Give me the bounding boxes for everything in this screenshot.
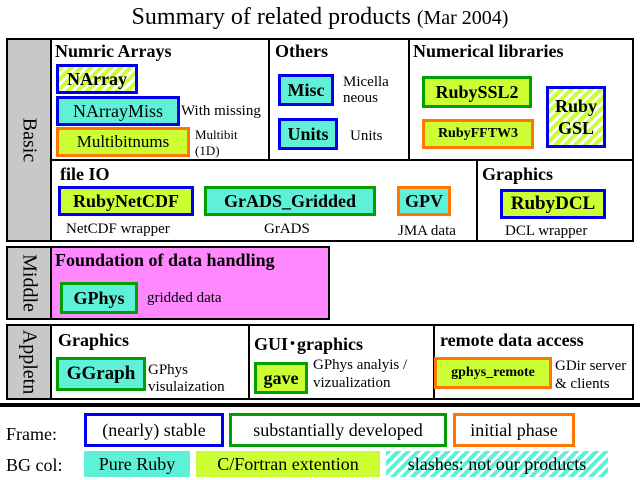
ggraph-desc-2: visulaization [148, 379, 225, 395]
rubynetcdf-box: RubyNetCDF [58, 186, 194, 216]
multibitnums-box: Multibitnums [56, 127, 190, 157]
tier-appl-text: Appletn [18, 329, 41, 395]
legend-bg-pure-ruby: Pure Ruby [84, 451, 190, 477]
divider [408, 38, 410, 160]
units-desc: Units [350, 128, 383, 144]
rubygsl-line-2: GSL [557, 118, 595, 138]
rubygsl-box: Ruby GSL [546, 86, 606, 148]
rubydcl-box: RubyDCL [500, 189, 606, 219]
gave-desc-1: GPhys analyis / [313, 357, 408, 373]
tier-label-appl: Appletn [6, 324, 52, 400]
divider [50, 159, 634, 161]
file-io-header: file IO [60, 164, 110, 184]
tier-label-basic: Basic [6, 38, 52, 242]
legend-frame-developed: substantially developed [229, 413, 447, 447]
gave-desc-2: vizualization [313, 375, 391, 391]
dcl-desc: DCL wrapper [505, 223, 588, 239]
gave-box: gave [254, 362, 308, 394]
legend-separator [0, 403, 640, 407]
narray-box: NArray [56, 64, 138, 94]
grads-desc: GrADS [264, 221, 310, 237]
title-date: (Mar 2004) [416, 7, 509, 29]
gphys-box: GPhys [60, 282, 138, 314]
misc-desc-2: neous [343, 90, 378, 106]
title-main: Summary of related products [131, 4, 411, 30]
divider [476, 159, 478, 242]
gphys-desc: gridded data [147, 290, 222, 306]
rubyfftw3-box: RubyFFTW3 [422, 119, 534, 149]
narraymiss-desc: With missing [181, 103, 261, 119]
legend-bg-label: BG col: [6, 455, 63, 475]
multibit-desc-2: (1D) [195, 143, 220, 158]
foundation-header: Foundation of data handling [55, 250, 275, 270]
legend-frame-initial: initial phase [453, 413, 575, 447]
remote-desc-2: & clients [555, 376, 610, 392]
legend-bg-slashes: slashes: not our products [386, 451, 608, 477]
remote-access-header: remote data access [440, 330, 584, 350]
ggraph-box: GGraph [56, 357, 146, 391]
rubygsl-line-1: Ruby [554, 96, 598, 116]
numric-arrays-header: Numric Arrays [55, 41, 172, 61]
legend-bg-c-fortran: C/Fortran extention [196, 451, 380, 477]
units-box: Units [278, 118, 338, 150]
others-header: Others [275, 41, 328, 61]
gui-graphics-header: GUI･graphics [254, 334, 364, 354]
gphys-remote-box: gphys_remote [434, 357, 552, 389]
legend-frame-stable: (nearly) stable [84, 413, 224, 447]
grads-gridded-box: GrADS_Gridded [204, 186, 376, 216]
gpv-desc: JMA data [398, 223, 456, 239]
narraymiss-box: NArrayMiss [56, 96, 180, 126]
multibit-desc-1: Multibit [195, 127, 238, 142]
divider [248, 324, 250, 400]
tier-basic-text: Basic [18, 117, 41, 163]
misc-box: Misc [278, 74, 334, 106]
tier-middle-text: Middle [18, 254, 41, 312]
diagram-title: Summary of related products (Mar 2004) [0, 4, 640, 31]
ggraph-desc-1: GPhys [148, 362, 189, 378]
rubyssl2-box: RubySSL2 [422, 76, 532, 108]
graphics-basic-header: Graphics [482, 164, 554, 184]
divider [268, 38, 270, 160]
numerical-libraries-header: Numerical libraries [413, 41, 564, 61]
remote-desc-1: GDir server [555, 358, 627, 374]
tier-label-middle: Middle [6, 246, 52, 320]
misc-desc-1: Micella [343, 74, 389, 90]
graphics-appl-header: Graphics [58, 330, 130, 350]
legend-frame-label: Frame: [6, 424, 57, 444]
gpv-box: GPV [397, 186, 451, 216]
netcdf-desc: NetCDF wrapper [66, 221, 170, 237]
